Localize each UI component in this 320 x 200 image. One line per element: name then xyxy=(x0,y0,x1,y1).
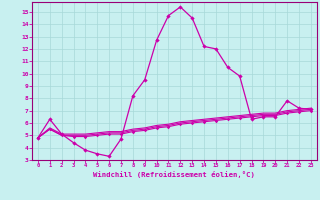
X-axis label: Windchill (Refroidissement éolien,°C): Windchill (Refroidissement éolien,°C) xyxy=(93,171,255,178)
